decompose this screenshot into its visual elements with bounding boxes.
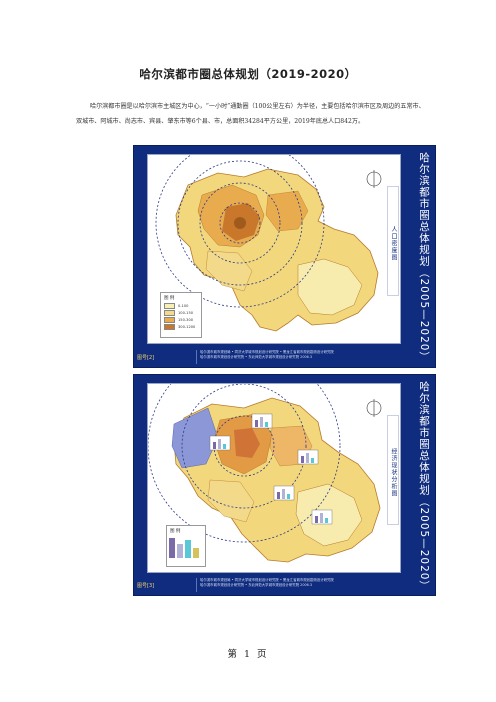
economic-analysis-figure: 图 例 经济现状分析图 哈尔滨都市圈总体规划（2005—2020） 图号[3] … bbox=[133, 374, 436, 596]
figure-number: 图号[2] bbox=[137, 355, 155, 361]
density-legend: 图 例 0-100 100-150 150-300 300-1200 bbox=[160, 292, 202, 338]
chart-inset bbox=[209, 435, 231, 451]
page-number: 第 1 页 bbox=[227, 649, 269, 660]
economic-legend: 图 例 bbox=[166, 525, 206, 567]
population-density-figure: 图 例 0-100 100-150 150-300 300-1200 人口密度图… bbox=[133, 145, 436, 368]
north-arrow-icon bbox=[366, 399, 382, 417]
figure-number: 图号[3] bbox=[137, 583, 155, 589]
paragraph-line-1: 哈尔滨都市圈是以哈尔滨市主城区为中心，“一小时”通勤圈（100公里左右）为半径，… bbox=[90, 103, 425, 110]
document-title: 哈尔滨都市圈总体规划（2019-2020） bbox=[139, 67, 357, 81]
figure-subtitle: 经济现状分析图 bbox=[387, 415, 399, 525]
legend-item: 150-300 bbox=[164, 317, 198, 323]
north-arrow-icon bbox=[366, 170, 382, 188]
chart-inset bbox=[297, 449, 319, 465]
legend-swatch bbox=[164, 324, 175, 330]
figure-credits: 哈尔滨市城市规划局 • 同济大学城市规划设计研究院 • 黑龙江省城市规划勘测设计… bbox=[196, 578, 402, 592]
intro-paragraph: 哈尔滨都市圈是以哈尔滨市主城区为中心，“一小时”通勤圈（100公里左右）为半径，… bbox=[76, 99, 486, 129]
chart-inset bbox=[251, 413, 273, 429]
figure-side-title: 哈尔滨都市圈总体规划（2005—2020） bbox=[418, 152, 430, 363]
figure-credits: 哈尔滨市城市规划局 • 同济大学城市规划设计研究院 • 黑龙江省城市规划勘测设计… bbox=[196, 350, 402, 364]
legend-item: 0-100 bbox=[164, 303, 198, 309]
legend-label: 300-1200 bbox=[178, 325, 196, 329]
chart-inset bbox=[311, 509, 333, 525]
legend-item: 100-150 bbox=[164, 310, 198, 316]
legend-item: 300-1200 bbox=[164, 324, 198, 330]
paragraph-line-2: 双城市、阿城市、尚志市、宾县、肇东市等6个县、市，总面积34284平方公里，20… bbox=[76, 118, 365, 125]
legend-swatch bbox=[164, 310, 175, 316]
chart-inset bbox=[273, 485, 295, 501]
legend-label: 100-150 bbox=[178, 311, 194, 315]
credits-line: 哈尔滨市城市规划设计研究院 • 东北师范大学城市规划设计研究院 2006.3 bbox=[200, 354, 313, 359]
credits-line: 哈尔滨市城市规划设计研究院 • 东北师范大学城市规划设计研究院 2006.3 bbox=[200, 582, 313, 587]
credits-line: 哈尔滨市城市规划局 • 同济大学城市规划设计研究院 • 黑龙江省城市规划勘测设计… bbox=[200, 350, 334, 354]
legend-swatch bbox=[164, 317, 175, 323]
legend-title: 图 例 bbox=[170, 529, 181, 534]
legend-label: 0-100 bbox=[178, 304, 189, 308]
legend-chart-sample bbox=[169, 538, 199, 558]
legend-title: 图 例 bbox=[164, 296, 175, 301]
legend-label: 150-300 bbox=[178, 318, 194, 322]
figure-subtitle: 人口密度图 bbox=[387, 186, 399, 296]
credits-line: 哈尔滨市城市规划局 • 同济大学城市规划设计研究院 • 黑龙江省城市规划勘测设计… bbox=[200, 578, 334, 582]
figure-side-title: 哈尔滨都市圈总体规划（2005—2020） bbox=[418, 381, 430, 592]
legend-swatch bbox=[164, 303, 175, 309]
